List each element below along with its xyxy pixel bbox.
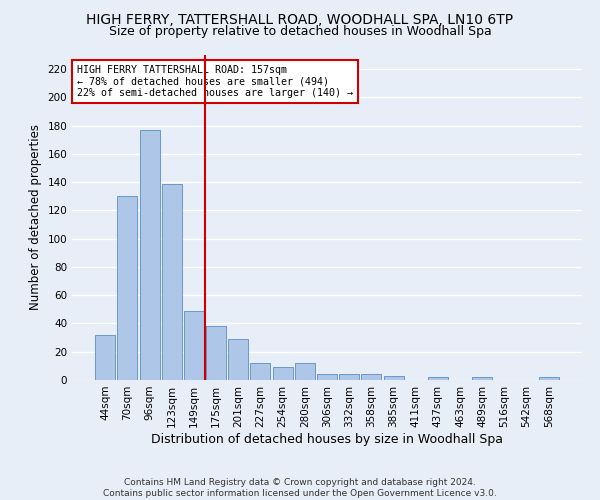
Bar	[228, 339, 248, 380]
Bar	[118, 196, 137, 380]
Bar	[250, 363, 271, 380]
Bar	[272, 368, 293, 380]
Bar	[317, 374, 337, 380]
Text: Size of property relative to detached houses in Woodhall Spa: Size of property relative to detached ho…	[109, 25, 491, 38]
Bar	[184, 311, 204, 380]
X-axis label: Distribution of detached houses by size in Woodhall Spa: Distribution of detached houses by size …	[151, 432, 503, 446]
Bar	[428, 377, 448, 380]
Bar	[472, 377, 492, 380]
Bar	[162, 184, 182, 380]
Text: Contains HM Land Registry data © Crown copyright and database right 2024.
Contai: Contains HM Land Registry data © Crown c…	[103, 478, 497, 498]
Bar	[140, 130, 160, 380]
Bar	[383, 376, 404, 380]
Bar	[295, 363, 315, 380]
Bar	[206, 326, 226, 380]
Bar	[95, 335, 115, 380]
Text: HIGH FERRY, TATTERSHALL ROAD, WOODHALL SPA, LN10 6TP: HIGH FERRY, TATTERSHALL ROAD, WOODHALL S…	[86, 12, 514, 26]
Bar	[361, 374, 382, 380]
Bar	[339, 374, 359, 380]
Y-axis label: Number of detached properties: Number of detached properties	[29, 124, 42, 310]
Text: HIGH FERRY TATTERSHALL ROAD: 157sqm
← 78% of detached houses are smaller (494)
2: HIGH FERRY TATTERSHALL ROAD: 157sqm ← 78…	[77, 64, 353, 98]
Bar	[539, 377, 559, 380]
